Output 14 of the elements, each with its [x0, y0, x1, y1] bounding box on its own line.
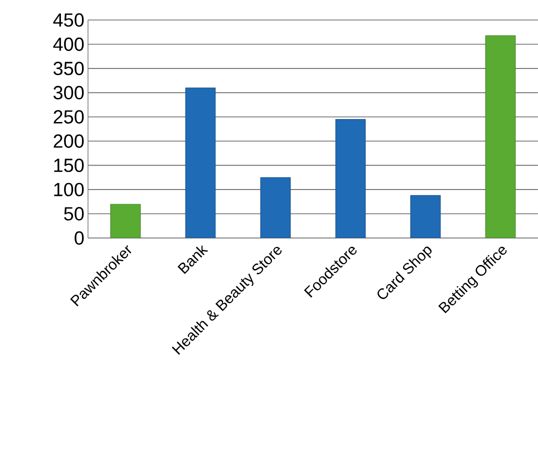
bar: [260, 177, 291, 238]
y-tick-label: 250: [54, 110, 84, 124]
y-tick-label: 400: [53, 37, 84, 51]
y-tick-label: 0: [74, 231, 84, 245]
y-tick-label: 50: [64, 207, 84, 220]
y-tick-label: 350: [53, 62, 84, 76]
y-tick-label: 150: [54, 158, 84, 172]
bar: [485, 35, 516, 238]
y-tick-label: 100: [54, 182, 84, 196]
y-tick-label: 200: [54, 134, 84, 148]
y-tick-label: 300: [53, 86, 84, 100]
bar: [185, 88, 216, 238]
bar: [335, 119, 366, 238]
y-tick-label: 450: [53, 13, 84, 27]
